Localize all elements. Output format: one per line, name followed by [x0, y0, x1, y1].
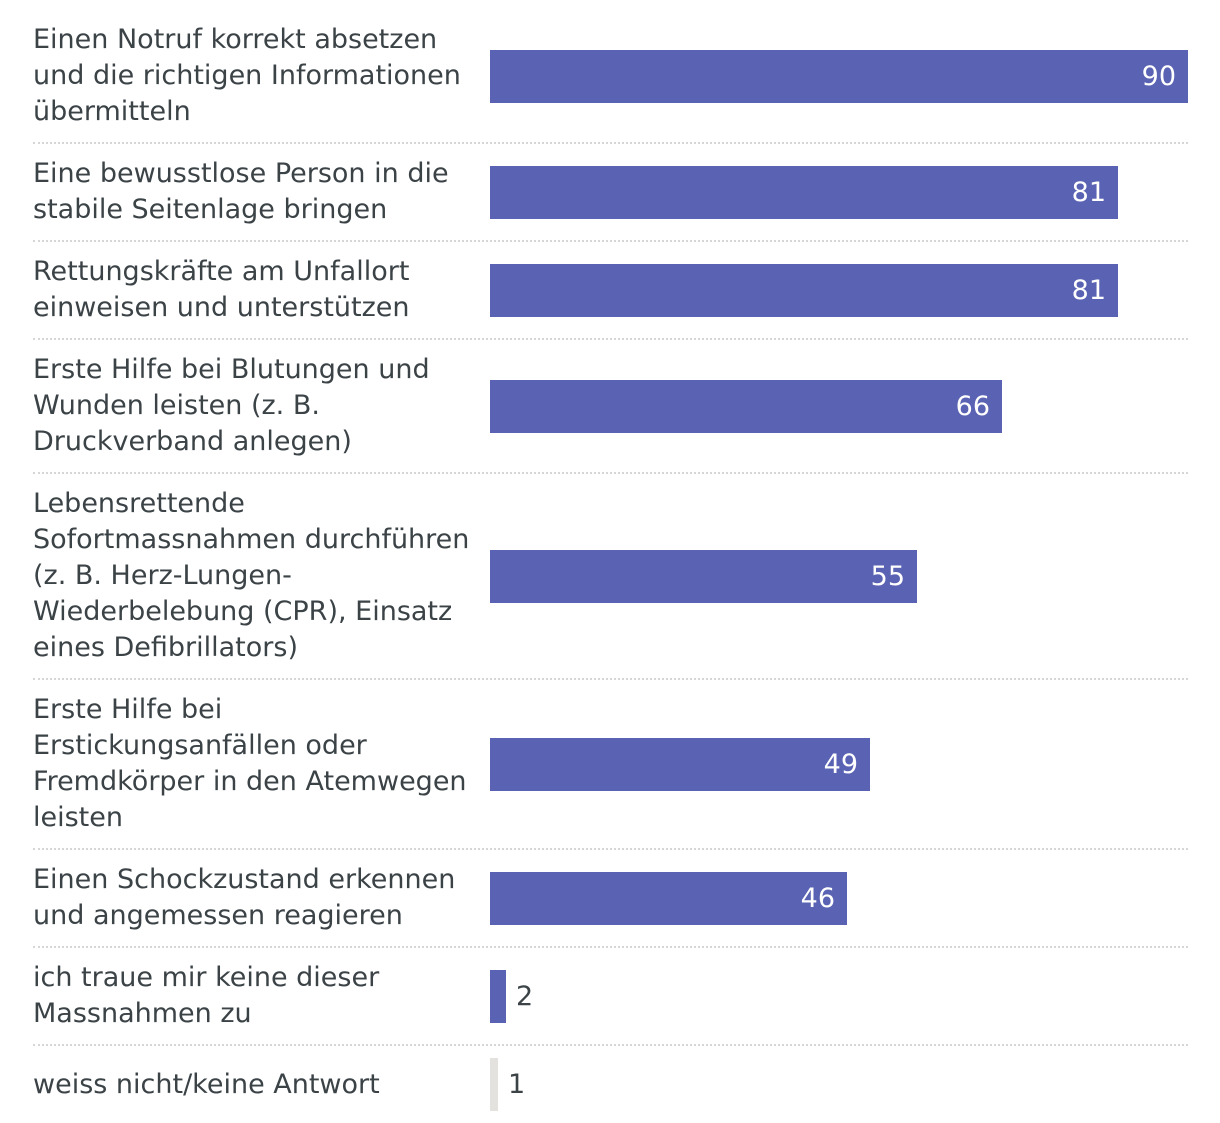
value-label: 49 — [823, 748, 858, 780]
category-label-line: stabile Seitenlage bringen — [33, 194, 388, 225]
category-label-line: Rettungskräfte am Unfallort — [33, 256, 410, 287]
bar — [490, 871, 847, 925]
category-label-line: Einen Schockzustand erkennen — [33, 864, 456, 895]
category-label-line: weiss nicht/keine Antwort — [33, 1068, 380, 1100]
bar — [490, 969, 506, 1023]
category-label: Rettungskräfte am Unfallort einweisen und… — [33, 254, 478, 326]
row-divider — [33, 338, 1188, 340]
row-divider — [33, 1044, 1188, 1046]
bar — [490, 549, 917, 603]
bar-row: ich traue mir keine dieser Massnahmen zu 2 — [0, 948, 1220, 1044]
bar-row: Rettungskräfte am Unfallort einweisen und… — [0, 242, 1220, 338]
category-label-line: und die richtigen Informationen — [33, 60, 461, 91]
category-label: Lebensrettende Sofortmassnahmen durchführ… — [33, 486, 478, 666]
category-label-line: Einen Notruf korrekt absetzen — [33, 24, 438, 55]
category-label-line: eines Defibrillators) — [33, 632, 298, 663]
row-divider — [33, 678, 1188, 680]
bar — [490, 737, 870, 791]
value-label: 81 — [1071, 274, 1106, 306]
category-label: Erste Hilfe bei Blutungen und Wunden leis… — [33, 352, 478, 460]
category-label: Erste Hilfe bei Erstickungsanfällen oder F… — [33, 692, 478, 836]
category-label: weiss nicht/keine Antwort — [33, 1067, 478, 1103]
category-label-line: ich traue mir keine dieser — [33, 962, 380, 993]
category-label-line: Eine bewusstlose Person in die — [33, 158, 449, 189]
row-divider — [33, 472, 1188, 474]
bar-row: Eine bewusstlose Person in die stabile Se… — [0, 144, 1220, 240]
category-label: Einen Schockzustand erkennen und angemess… — [33, 862, 478, 934]
bar-row: Lebensrettende Sofortmassnahmen durchführ… — [0, 474, 1220, 678]
category-label-line: Erstickungsanfällen oder — [33, 730, 367, 761]
category-label-line: übermitteln — [33, 96, 191, 127]
bar — [490, 49, 1188, 103]
category-label-line: Fremdkörper in den Atemwegen — [33, 766, 467, 797]
bar — [490, 1058, 498, 1111]
row-divider — [33, 946, 1188, 948]
category-label-line: leisten — [33, 802, 123, 833]
value-label: 55 — [870, 560, 905, 592]
category-label-line: einweisen und unterstützen — [33, 292, 410, 323]
category-label-line: Massnahmen zu — [33, 998, 252, 1029]
value-label: 1 — [508, 1069, 526, 1100]
category-label-line: (z. B. Herz-Lungen- — [33, 560, 292, 591]
bar — [490, 165, 1118, 219]
bar-row: Einen Notruf korrekt absetzen und die ric… — [0, 10, 1220, 142]
value-label: 90 — [1141, 60, 1176, 92]
row-divider — [33, 142, 1188, 144]
value-label: 46 — [800, 882, 835, 914]
row-divider — [33, 240, 1188, 242]
category-label-line: Druckverband anlegen) — [33, 426, 352, 457]
category-label-line: Lebensrettende — [33, 488, 245, 519]
bar-row: Erste Hilfe bei Blutungen und Wunden leis… — [0, 340, 1220, 472]
row-divider — [33, 848, 1188, 850]
category-label-line: Erste Hilfe bei — [33, 694, 223, 725]
value-label: 81 — [1071, 176, 1106, 208]
category-label: Einen Notruf korrekt absetzen und die ric… — [33, 22, 478, 130]
category-label-line: und angemessen reagieren — [33, 900, 403, 931]
bar — [490, 263, 1118, 317]
category-label-line: Sofortmassnahmen durchführen — [33, 524, 470, 555]
value-label: 66 — [955, 390, 990, 422]
bar-row: Einen Schockzustand erkennen und angemess… — [0, 850, 1220, 946]
category-label-line: Wiederbelebung (CPR), Einsatz — [33, 596, 453, 627]
bar-row: Erste Hilfe bei Erstickungsanfällen oder F… — [0, 680, 1220, 848]
bar-row: weiss nicht/keine Antwort 1 — [0, 1046, 1220, 1123]
category-label: Eine bewusstlose Person in die stabile Se… — [33, 156, 478, 228]
value-label: 2 — [516, 980, 534, 1012]
bar — [490, 379, 1002, 433]
category-label-line: Erste Hilfe bei Blutungen und — [33, 354, 430, 385]
category-label: ich traue mir keine dieser Massnahmen zu — [33, 960, 478, 1032]
category-label-line: Wunden leisten (z. B. — [33, 390, 320, 421]
